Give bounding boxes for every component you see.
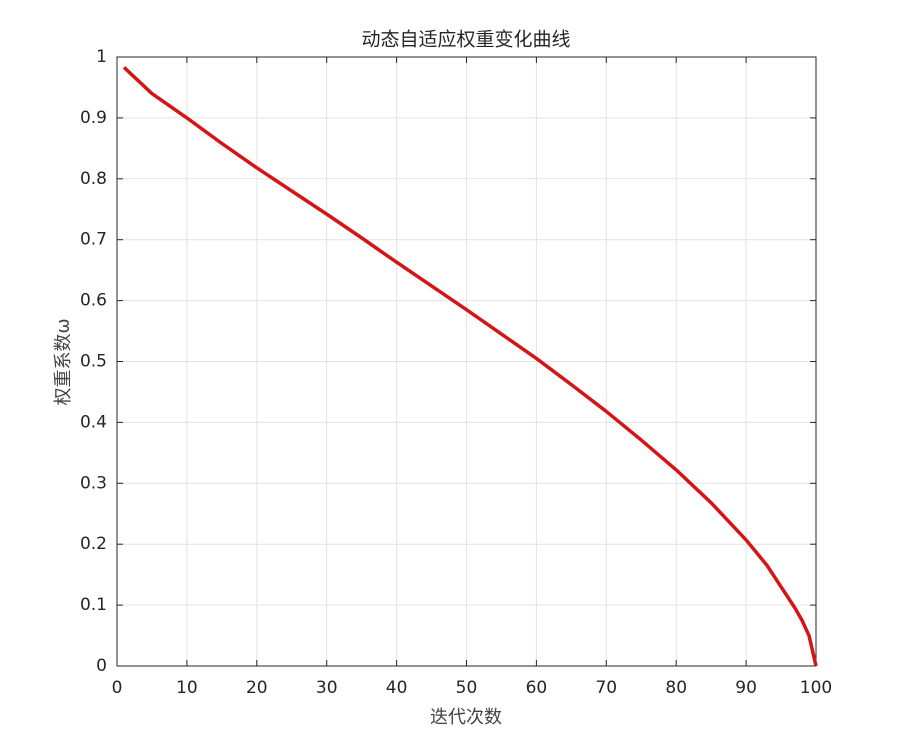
x-tick-label: 30 <box>316 678 338 698</box>
x-tick-label: 20 <box>246 678 268 698</box>
x-tick-label: 0 <box>112 678 123 698</box>
y-axis-label: 权重系数ω <box>53 318 74 405</box>
y-tick-label: 0.3 <box>80 473 107 493</box>
x-tick-label: 60 <box>526 678 548 698</box>
y-tick-label: 0.9 <box>80 108 107 128</box>
y-tick-label: 0.4 <box>80 412 107 432</box>
y-tick-label: 0.2 <box>80 534 107 554</box>
x-tick-label: 40 <box>386 678 408 698</box>
data-line <box>122 66 818 667</box>
y-tick-label: 0.5 <box>80 352 107 372</box>
x-tick-label: 70 <box>595 678 617 698</box>
y-tick-label: 0 <box>96 656 107 676</box>
plot-frame <box>116 56 817 667</box>
x-axis-label: 迭代次数 <box>430 707 502 728</box>
x-tick-label: 90 <box>735 678 757 698</box>
x-tick-label: 10 <box>176 678 198 698</box>
y-tick-label: 0.6 <box>80 291 107 311</box>
x-tick-label: 80 <box>665 678 687 698</box>
y-tick-label: 1 <box>96 47 107 67</box>
x-tick-label: 100 <box>800 678 832 698</box>
y-tick-label: 0.8 <box>80 169 107 189</box>
y-tick-label: 0.7 <box>80 230 107 250</box>
x-tick-label: 50 <box>456 678 478 698</box>
chart-title: 动态自适应权重变化曲线 <box>361 29 570 51</box>
y-tick-label: 0.1 <box>80 595 107 615</box>
